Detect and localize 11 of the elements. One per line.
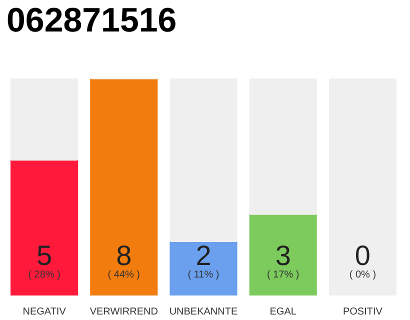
data-label: 0 ( 0% ) [349, 240, 376, 280]
data-label: 8 ( 44% ) [108, 240, 140, 280]
x-tick-label: EGAL [270, 306, 297, 318]
data-label: 5 ( 28% ) [28, 240, 60, 280]
data-label: 2 ( 11% ) [188, 240, 220, 280]
x-tick-label: POSITIV [342, 306, 383, 318]
data-label: 3 ( 17% ) [266, 240, 300, 280]
x-tick-label: NEGATIV [22, 306, 66, 318]
chart-title: 062871516 [6, 2, 177, 40]
x-tick-label: UNBEKANNTE [169, 306, 238, 318]
x-tick-label: VERWIRREND [90, 306, 158, 318]
